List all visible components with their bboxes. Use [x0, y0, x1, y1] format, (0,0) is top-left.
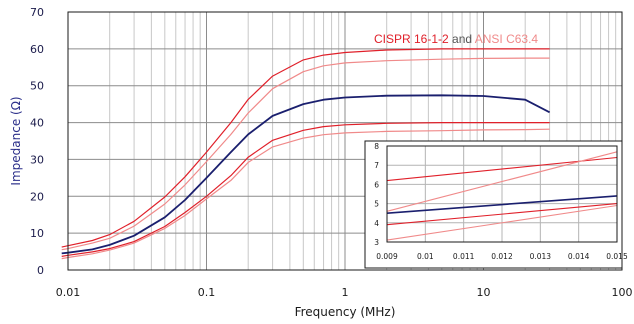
inset-x-tick-label: 0.01 — [417, 252, 434, 261]
y-tick-label: 10 — [30, 227, 44, 240]
series-line-2 — [61, 121, 550, 257]
inset-y-tick-labels: 3 4 5 6 7 8 — [374, 142, 379, 247]
x-tick-label: 0.01 — [56, 286, 81, 299]
legend-annotation: CISPR 16-1-2 and ANSI C63.4 — [374, 32, 538, 46]
y-tick-labels: 0 10 20 30 40 50 60 70 — [30, 6, 44, 277]
inset-y-tick-label: 6 — [374, 180, 379, 189]
x-axis-title: Frequency (MHz) — [295, 305, 396, 319]
inset-series-group — [386, 151, 618, 241]
inset-y-tick-label: 3 — [374, 238, 379, 247]
inset-series-line-0 — [386, 195, 618, 214]
inset-chart: 3 4 5 6 7 8 0.009 0.01 0.011 0.012 0.013 0.014 0.01… — [364, 140, 628, 269]
inset-series-line-3 — [386, 151, 618, 212]
series-line-4 — [61, 128, 550, 260]
legend-ansi: ANSI C63.4 — [475, 32, 539, 46]
inset-x-tick-label: 0.013 — [530, 252, 552, 261]
inset-plot-frame — [386, 145, 618, 243]
main-series-group — [61, 48, 551, 260]
series-line-3 — [61, 57, 550, 251]
inset-y-tick-label: 8 — [374, 142, 379, 151]
inset-y-tick-label: 5 — [374, 200, 379, 209]
legend-cispr: CISPR 16-1-2 — [374, 32, 449, 46]
inset-y-tick-label: 7 — [374, 161, 379, 170]
series-line-1 — [61, 48, 550, 248]
inset-series-line-4 — [386, 204, 618, 241]
y-tick-label: 20 — [30, 190, 44, 203]
inset-series-line-2 — [386, 203, 618, 226]
inset-y-tick-label: 4 — [374, 219, 379, 228]
x-tick-labels: 0.01 0.1 1 10 100 — [56, 286, 633, 299]
inset-x-tick-label: 0.012 — [491, 252, 513, 261]
x-tick-label: 1 — [342, 286, 349, 299]
inset-x-tick-label: 0.011 — [453, 252, 475, 261]
y-tick-label: 50 — [30, 80, 44, 93]
series-line-0 — [61, 94, 551, 255]
inset-x-tick-labels: 0.009 0.01 0.011 0.012 0.013 0.014 0.015 — [376, 252, 628, 261]
x-tick-label: 100 — [612, 286, 633, 299]
y-tick-label: 0 — [37, 264, 44, 277]
x-tick-label: 10 — [477, 286, 491, 299]
y-tick-label: 70 — [30, 6, 44, 19]
legend-and: and — [449, 32, 475, 46]
inset-x-tick-label: 0.015 — [606, 252, 628, 261]
y-tick-label: 30 — [30, 153, 44, 166]
x-tick-label: 0.1 — [198, 286, 216, 299]
y-tick-label: 40 — [30, 117, 44, 130]
inset-x-tick-label: 0.014 — [568, 252, 590, 261]
y-tick-label: 60 — [30, 43, 44, 56]
y-axis-title: Impedance (Ω) — [9, 96, 23, 185]
inset-x-tick-label: 0.009 — [376, 252, 398, 261]
